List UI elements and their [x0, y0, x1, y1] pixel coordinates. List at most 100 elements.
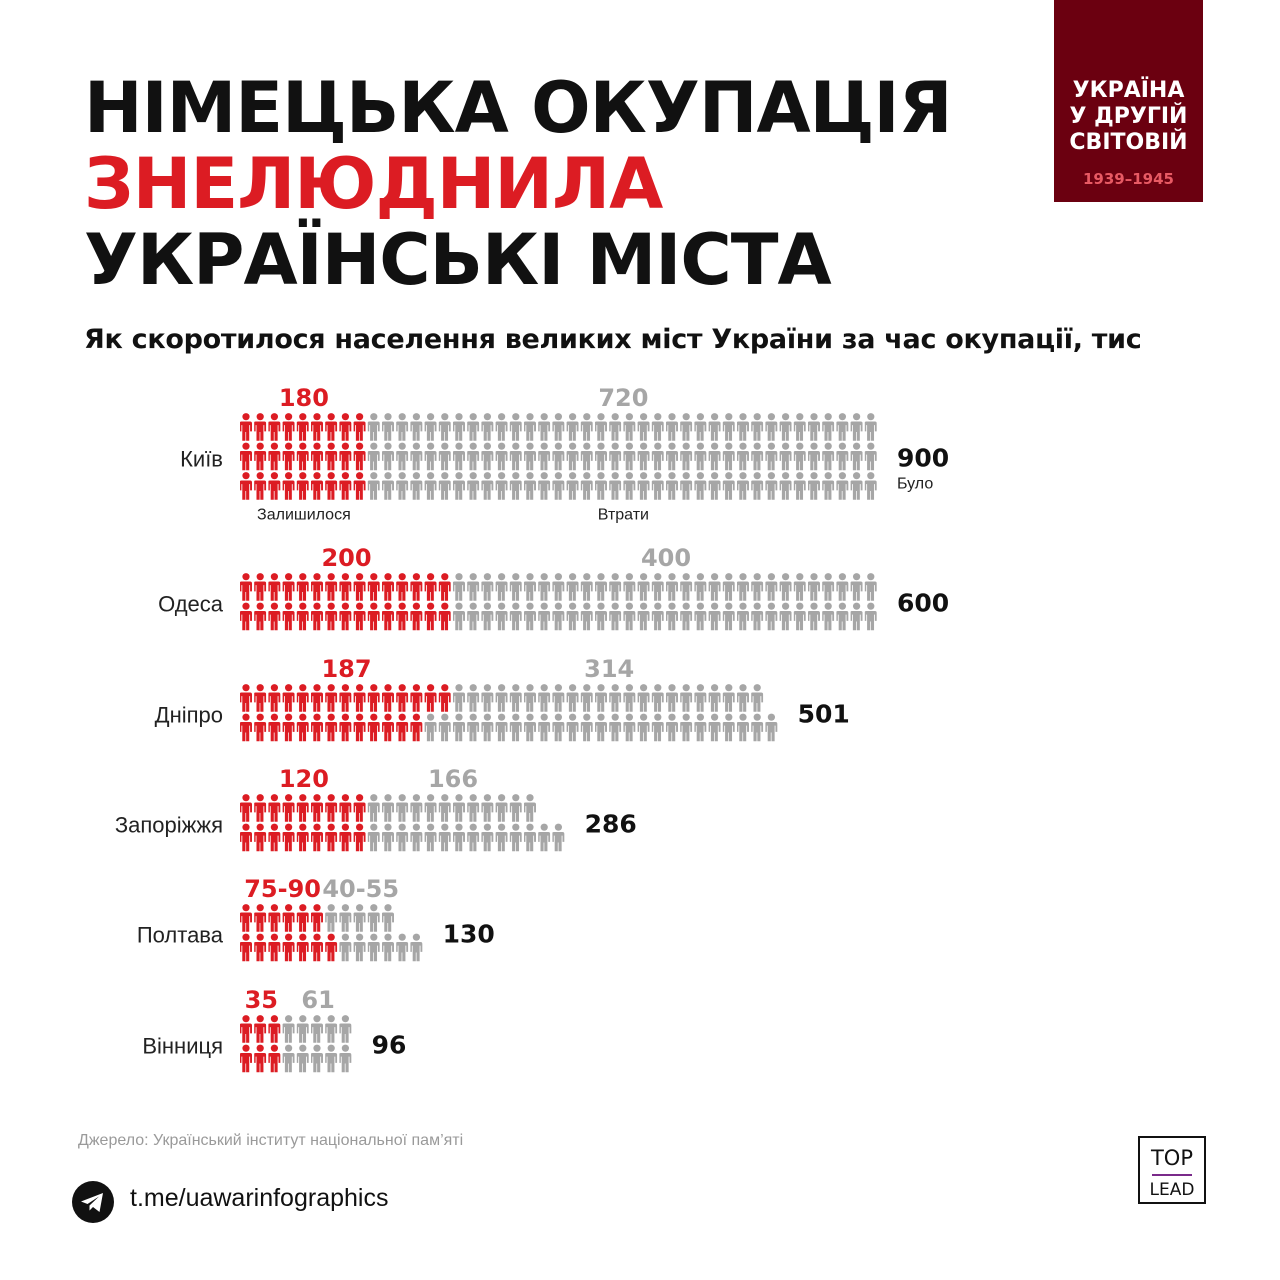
person-icon-lost: [637, 573, 650, 601]
person-icon-remaining: [339, 573, 352, 601]
legend-lost: Втрати: [598, 507, 649, 524]
person-icon-lost: [737, 684, 749, 712]
person-icon-lost: [524, 442, 536, 471]
person-icon-remaining: [311, 472, 323, 500]
person-icon-lost: [396, 933, 409, 962]
person-icon-lost: [438, 472, 451, 500]
person-icon-remaining: [254, 472, 267, 500]
person-icon-lost: [651, 602, 664, 631]
person-icon-lost: [694, 713, 707, 742]
person-icon-lost: [637, 684, 650, 712]
city-2-name: Одеса: [158, 592, 224, 617]
person-icon-remaining: [282, 472, 295, 500]
person-icon-lost: [637, 442, 650, 471]
city-3-remaining-value: 187: [321, 655, 371, 683]
person-icon-remaining: [339, 823, 352, 852]
person-icon-remaining: [424, 602, 437, 631]
person-icon-lost: [566, 602, 579, 631]
city-4-remaining-value: 120: [279, 765, 329, 793]
person-icon-lost: [538, 684, 551, 712]
person-icon-lost: [538, 573, 551, 601]
person-icon-lost: [680, 684, 693, 712]
person-icon-lost: [566, 442, 579, 471]
person-icon-remaining: [254, 684, 267, 712]
person-icon-remaining: [268, 413, 281, 441]
person-icon-lost: [708, 713, 721, 742]
person-icon-remaining: [311, 794, 323, 822]
person-icon-lost: [509, 413, 522, 441]
person-icon-lost: [339, 1015, 352, 1043]
city-2-lost-value: 400: [641, 544, 691, 572]
person-icon-lost: [666, 472, 678, 500]
person-icon-lost: [864, 602, 877, 631]
person-icon-lost: [864, 472, 877, 500]
city-4-name: Запоріжжя: [115, 813, 223, 838]
person-icon-lost: [595, 472, 607, 500]
person-icon-remaining: [325, 442, 338, 471]
person-icon-lost: [353, 904, 366, 932]
person-icon-lost: [623, 684, 636, 712]
person-icon-lost: [580, 413, 593, 441]
person-icon-lost: [367, 472, 380, 500]
person-icon-lost: [509, 713, 522, 742]
person-icon-remaining: [325, 573, 338, 601]
person-icon-lost: [779, 472, 792, 500]
person-icon-lost: [552, 573, 565, 601]
city-1-name: Київ: [180, 446, 223, 471]
person-icon-lost: [296, 1015, 309, 1043]
person-icon-lost: [623, 413, 636, 441]
person-icon-remaining: [268, 684, 281, 712]
person-icon-remaining: [311, 413, 323, 441]
person-icon-lost: [509, 472, 522, 500]
person-icon-lost: [666, 713, 678, 742]
person-icon-remaining: [268, 794, 281, 822]
person-icon-remaining: [282, 823, 295, 852]
person-icon-lost: [708, 413, 721, 441]
person-icon-remaining: [339, 713, 352, 742]
person-icon-lost: [694, 684, 707, 712]
city-2-remaining-value: 200: [321, 544, 371, 572]
person-icon-lost: [737, 442, 749, 471]
person-icon-lost: [779, 442, 792, 471]
person-icon-lost: [538, 713, 551, 742]
person-icon-lost: [481, 684, 494, 712]
person-icon-lost: [765, 442, 778, 471]
city-5-name: Полтава: [137, 923, 224, 948]
person-icon-remaining: [296, 573, 309, 601]
person-icon-remaining: [396, 713, 409, 742]
person-icon-remaining: [282, 413, 295, 441]
person-icon-remaining: [254, 904, 267, 932]
person-icon-lost: [651, 413, 664, 441]
person-icon-remaining: [353, 823, 366, 852]
person-icon-lost: [524, 823, 536, 852]
person-icon-lost: [382, 794, 394, 822]
person-icon-remaining: [325, 794, 338, 822]
person-icon-lost: [666, 573, 678, 601]
person-icon-lost: [467, 794, 480, 822]
person-icon-lost: [850, 413, 863, 441]
person-icon-lost: [595, 413, 607, 441]
person-icon-lost: [481, 413, 494, 441]
person-icon-lost: [680, 413, 693, 441]
city-3-icons: [240, 684, 778, 742]
person-icon-remaining: [339, 472, 352, 500]
person-icon-remaining: [254, 794, 267, 822]
telegram-link[interactable]: t.me/uawarinfographics: [130, 1184, 389, 1212]
person-icon-lost: [751, 713, 764, 742]
telegram-icon[interactable]: [72, 1181, 114, 1223]
person-icon-lost: [609, 442, 622, 471]
person-icon-lost: [325, 1044, 338, 1073]
person-icon-remaining: [240, 794, 252, 822]
person-icon-remaining: [325, 472, 338, 500]
person-icon-lost: [680, 713, 693, 742]
person-icon-lost: [680, 442, 693, 471]
person-icon-remaining: [353, 442, 366, 471]
person-icon-lost: [481, 602, 494, 631]
person-icon-lost: [424, 794, 437, 822]
city-4-icons: [240, 794, 565, 852]
person-icon-lost: [779, 413, 792, 441]
person-icon-lost: [694, 442, 707, 471]
person-icon-lost: [651, 472, 664, 500]
person-icon-lost: [580, 684, 593, 712]
person-icon-lost: [623, 713, 636, 742]
